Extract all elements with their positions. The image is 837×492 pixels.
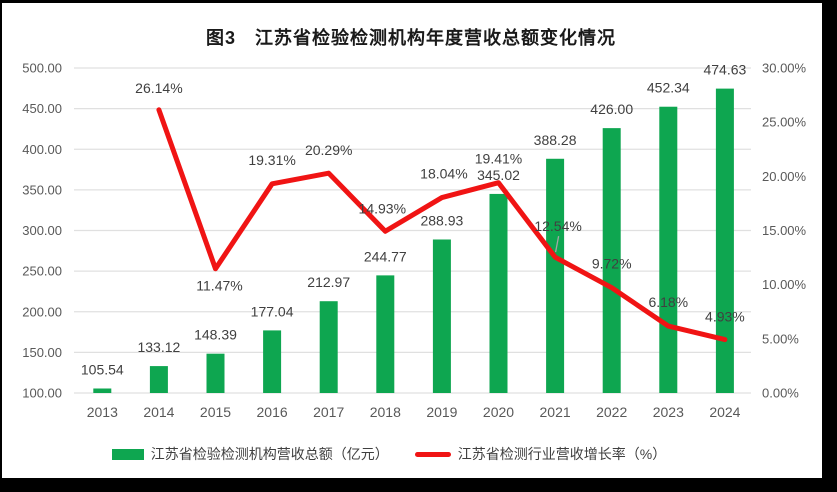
line-value-label: 11.47% bbox=[196, 278, 242, 294]
year-label: 2021 bbox=[540, 404, 571, 420]
right-axis-tick-label: 0.00% bbox=[762, 386, 799, 401]
label-leader-line bbox=[554, 236, 560, 253]
bar-value-label: 133.12 bbox=[137, 339, 180, 355]
left-axis-tick-label: 150.00 bbox=[22, 345, 62, 360]
bar-value-label: 148.39 bbox=[194, 327, 237, 343]
chart-legend: 江苏省检验检测机构营收总额（亿元） 江苏省检测行业营收增长率（%） bbox=[0, 444, 800, 464]
line-value-label: 26.14% bbox=[135, 80, 182, 96]
year-label: 2019 bbox=[426, 404, 457, 420]
bar-value-label: 105.54 bbox=[81, 361, 124, 377]
bar-value-label: 474.63 bbox=[703, 62, 746, 78]
line-value-label: 12.54% bbox=[534, 218, 581, 234]
left-axis-tick-label: 200.00 bbox=[22, 304, 62, 319]
revenue-bar bbox=[489, 193, 508, 393]
left-axis-tick-label: 250.00 bbox=[22, 264, 62, 279]
line-value-label: 14.93% bbox=[359, 200, 406, 216]
bar-value-label: 388.28 bbox=[534, 132, 577, 148]
legend-bar-swatch-icon bbox=[111, 448, 144, 460]
chart-canvas bbox=[2, 3, 822, 478]
year-label: 2014 bbox=[143, 404, 174, 420]
right-axis-tick-label: 15.00% bbox=[762, 223, 807, 238]
right-axis-tick-label: 10.00% bbox=[762, 277, 807, 292]
year-label: 2016 bbox=[257, 404, 288, 420]
growth-line bbox=[156, 107, 728, 343]
line-value-label: 18.04% bbox=[420, 166, 467, 182]
revenue-bar bbox=[546, 158, 565, 393]
line-value-label: 9.72% bbox=[592, 256, 632, 272]
legend-line-swatch-icon bbox=[414, 451, 451, 457]
left-axis-tick-label: 300.00 bbox=[22, 223, 62, 238]
year-label: 2024 bbox=[709, 404, 740, 420]
bar-value-label: 177.04 bbox=[251, 303, 294, 319]
year-label: 2018 bbox=[370, 404, 401, 420]
revenue-bar bbox=[376, 275, 395, 393]
year-label: 2022 bbox=[596, 404, 627, 420]
line-value-label: 4.93% bbox=[705, 309, 745, 325]
bar-value-label: 212.97 bbox=[307, 274, 350, 290]
legend-item-revenue: 江苏省检验检测机构营收总额（亿元） bbox=[111, 444, 389, 464]
bar-value-label: 244.77 bbox=[364, 248, 407, 264]
line-value-label: 19.31% bbox=[248, 152, 295, 168]
revenue-bar bbox=[93, 388, 112, 393]
right-axis-tick-label: 25.00% bbox=[762, 115, 807, 130]
revenue-bar bbox=[659, 106, 678, 393]
revenue-bar bbox=[602, 128, 621, 393]
right-axis-tick-label: 20.00% bbox=[762, 169, 807, 184]
left-axis-tick-label: 450.00 bbox=[22, 101, 62, 116]
revenue-bar bbox=[206, 353, 225, 393]
left-axis-tick-label: 100.00 bbox=[22, 386, 62, 401]
left-axis-tick-label: 400.00 bbox=[22, 142, 62, 157]
bar-value-label: 288.93 bbox=[420, 212, 463, 228]
left-axis-tick-label: 350.00 bbox=[22, 182, 62, 197]
revenue-bar bbox=[149, 366, 168, 393]
right-axis-tick-label: 5.00% bbox=[762, 331, 799, 346]
revenue-bar bbox=[715, 88, 734, 393]
revenue-bar bbox=[263, 330, 282, 393]
legend-label-growth-rate: 江苏省检测行业营收增长率（%） bbox=[457, 446, 667, 462]
left-axis-tick-label: 500.00 bbox=[22, 61, 62, 76]
legend-label-revenue: 江苏省检验检测机构营收总额（亿元） bbox=[150, 446, 389, 462]
bar-value-label: 452.34 bbox=[647, 80, 690, 96]
year-label: 2023 bbox=[653, 404, 684, 420]
line-value-label: 20.29% bbox=[305, 142, 352, 158]
right-axis-tick-label: 30.00% bbox=[762, 61, 807, 76]
year-label: 2013 bbox=[87, 404, 118, 420]
bar-value-label: 345.02 bbox=[477, 167, 520, 183]
bar-value-label: 426.00 bbox=[590, 101, 633, 117]
year-label: 2017 bbox=[313, 404, 344, 420]
legend-item-growth-rate: 江苏省检测行业营收增长率（%） bbox=[414, 444, 667, 464]
revenue-bar bbox=[319, 301, 338, 393]
chart-title: 图3 江苏省检验检测机构年度营收总额变化情况 bbox=[205, 28, 616, 48]
line-value-label: 6.18% bbox=[648, 294, 688, 310]
year-label: 2020 bbox=[483, 404, 514, 420]
revenue-bar bbox=[432, 239, 451, 393]
year-label: 2015 bbox=[200, 404, 231, 420]
line-value-label: 19.41% bbox=[475, 151, 522, 167]
